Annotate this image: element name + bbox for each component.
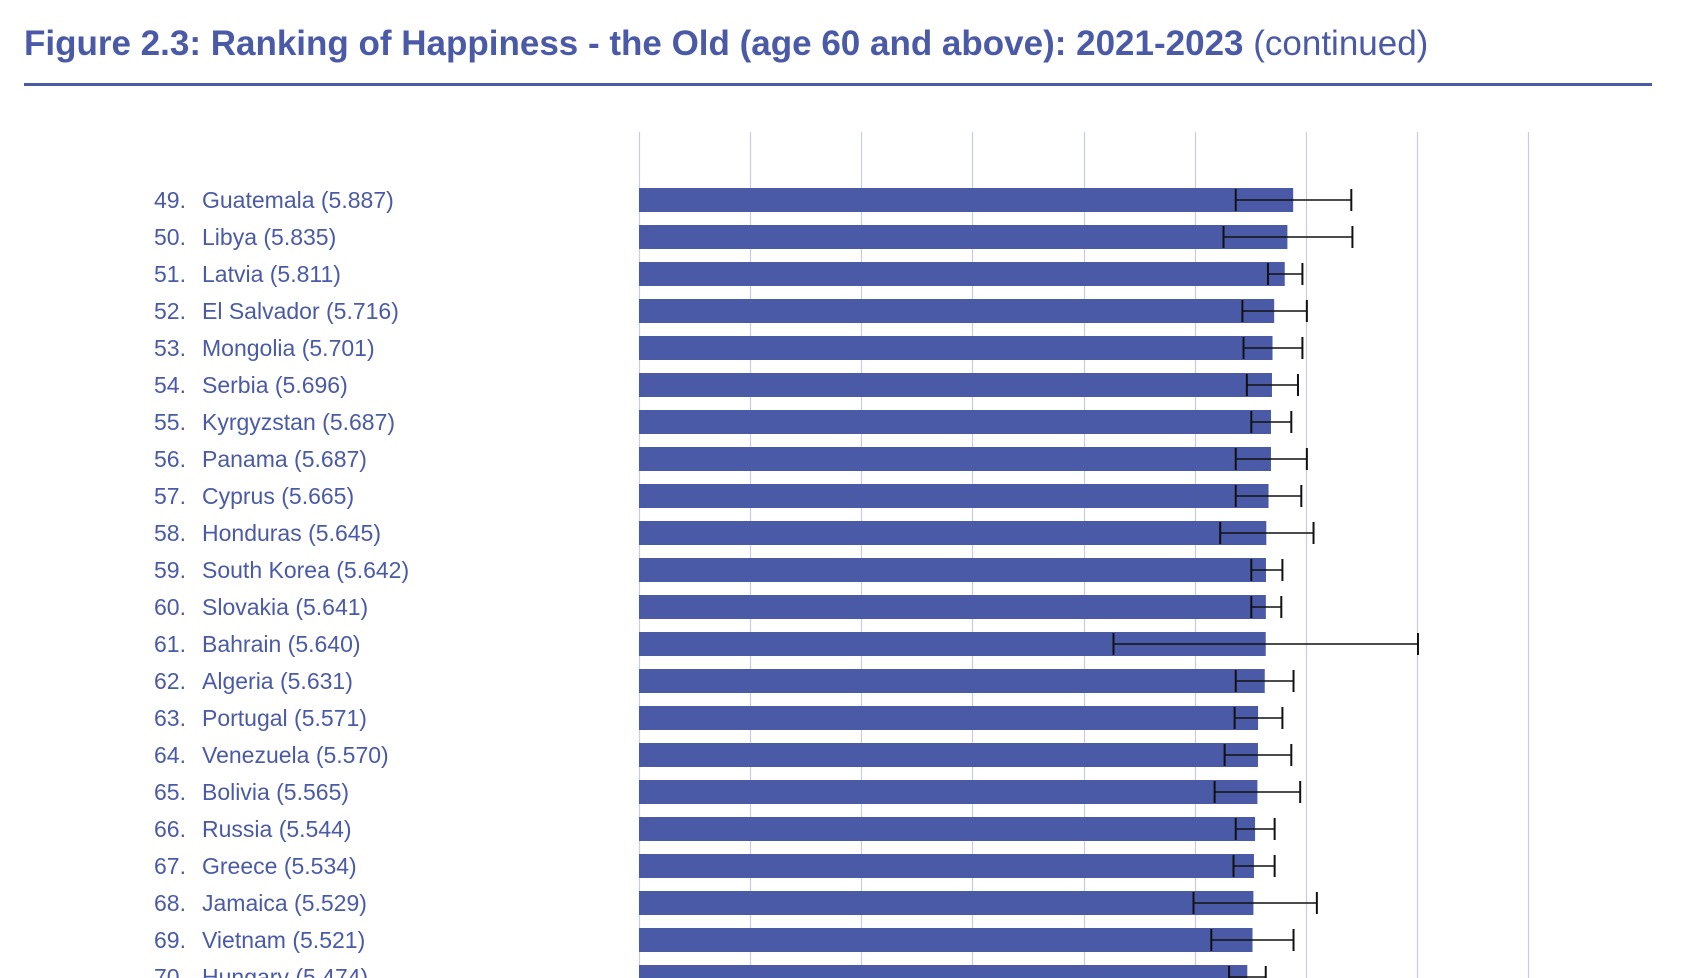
- country-label: Slovakia (5.641): [202, 594, 368, 620]
- bar: [639, 891, 1254, 915]
- rank-number: 64.: [154, 742, 186, 768]
- bar: [639, 743, 1258, 767]
- country-label: Bahrain (5.640): [202, 631, 361, 657]
- bar: [639, 558, 1266, 582]
- bar: [639, 447, 1271, 471]
- country-label: Libya (5.835): [202, 224, 336, 250]
- bar: [639, 928, 1253, 952]
- rank-number: 57.: [154, 483, 186, 509]
- rank-number: 68.: [154, 890, 186, 916]
- figure-title-suffix: (continued): [1253, 24, 1429, 63]
- rank-number: 66.: [154, 816, 186, 842]
- bar: [639, 373, 1272, 397]
- country-label: Algeria (5.631): [202, 668, 353, 694]
- country-label: Bolivia (5.565): [202, 779, 349, 805]
- country-label: Hungary (5.474): [202, 964, 368, 978]
- rank-number: 58.: [154, 520, 186, 546]
- rank-number: 70.: [154, 964, 186, 978]
- country-label: Jamaica (5.529): [202, 890, 367, 916]
- rank-number: 53.: [154, 335, 186, 361]
- bar: [639, 595, 1266, 619]
- rank-number: 59.: [154, 557, 186, 583]
- bar: [639, 817, 1256, 841]
- bar: [639, 965, 1248, 978]
- rank-number: 49.: [154, 187, 186, 213]
- country-label: Russia (5.544): [202, 816, 352, 842]
- country-label: Latvia (5.811): [202, 261, 341, 287]
- figure-title: Figure 2.3: Ranking of Happiness - the O…: [24, 22, 1428, 66]
- country-label: Guatemala (5.887): [202, 187, 394, 213]
- bar: [639, 225, 1288, 249]
- bar: [639, 780, 1258, 804]
- bar: [639, 299, 1275, 323]
- rank-number: 69.: [154, 927, 186, 953]
- bar: [639, 521, 1267, 545]
- title-divider: [24, 83, 1652, 86]
- bar: [639, 484, 1269, 508]
- country-label: Cyprus (5.665): [202, 483, 354, 509]
- country-label: Serbia (5.696): [202, 372, 348, 398]
- bar: [639, 706, 1259, 730]
- rank-number: 56.: [154, 446, 186, 472]
- rank-number: 61.: [154, 631, 186, 657]
- country-label: Panama (5.687): [202, 446, 367, 472]
- rank-number: 51.: [154, 261, 186, 287]
- bar: [639, 188, 1294, 212]
- bar: [639, 854, 1254, 878]
- country-label: Mongolia (5.701): [202, 335, 375, 361]
- figure-header: Figure 2.3: Ranking of Happiness - the O…: [24, 14, 1652, 86]
- bar: [639, 410, 1271, 434]
- rank-number: 55.: [154, 409, 186, 435]
- rank-number: 50.: [154, 224, 186, 250]
- country-label: El Salvador (5.716): [202, 298, 399, 324]
- rank-number: 52.: [154, 298, 186, 324]
- country-label: Portugal (5.571): [202, 705, 367, 731]
- bar: [639, 669, 1265, 693]
- rank-number: 62.: [154, 668, 186, 694]
- country-label: Honduras (5.645): [202, 520, 381, 546]
- figure-title-main: Figure 2.3: Ranking of Happiness - the O…: [24, 24, 1244, 63]
- bar: [639, 262, 1285, 286]
- rank-number: 67.: [154, 853, 186, 879]
- country-label: Vietnam (5.521): [202, 927, 365, 953]
- bar: [639, 336, 1273, 360]
- country-label: South Korea (5.642): [202, 557, 409, 583]
- country-label: Greece (5.534): [202, 853, 357, 879]
- rank-number: 63.: [154, 705, 186, 731]
- country-label: Kyrgyzstan (5.687): [202, 409, 395, 435]
- country-label: Venezuela (5.570): [202, 742, 389, 768]
- rank-number: 65.: [154, 779, 186, 805]
- rank-number: 60.: [154, 594, 186, 620]
- rank-number: 54.: [154, 372, 186, 398]
